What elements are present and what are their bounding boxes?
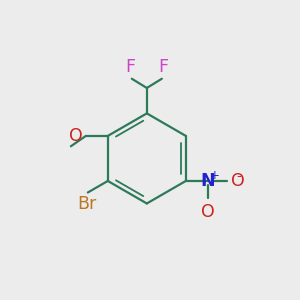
Text: +: +: [209, 169, 219, 182]
Text: O: O: [231, 172, 244, 190]
Text: -: -: [236, 170, 241, 183]
Text: F: F: [158, 58, 168, 76]
Text: O: O: [201, 203, 215, 221]
Text: Br: Br: [77, 195, 96, 213]
Text: O: O: [69, 127, 82, 145]
Text: N: N: [200, 172, 215, 190]
Text: F: F: [126, 58, 136, 76]
